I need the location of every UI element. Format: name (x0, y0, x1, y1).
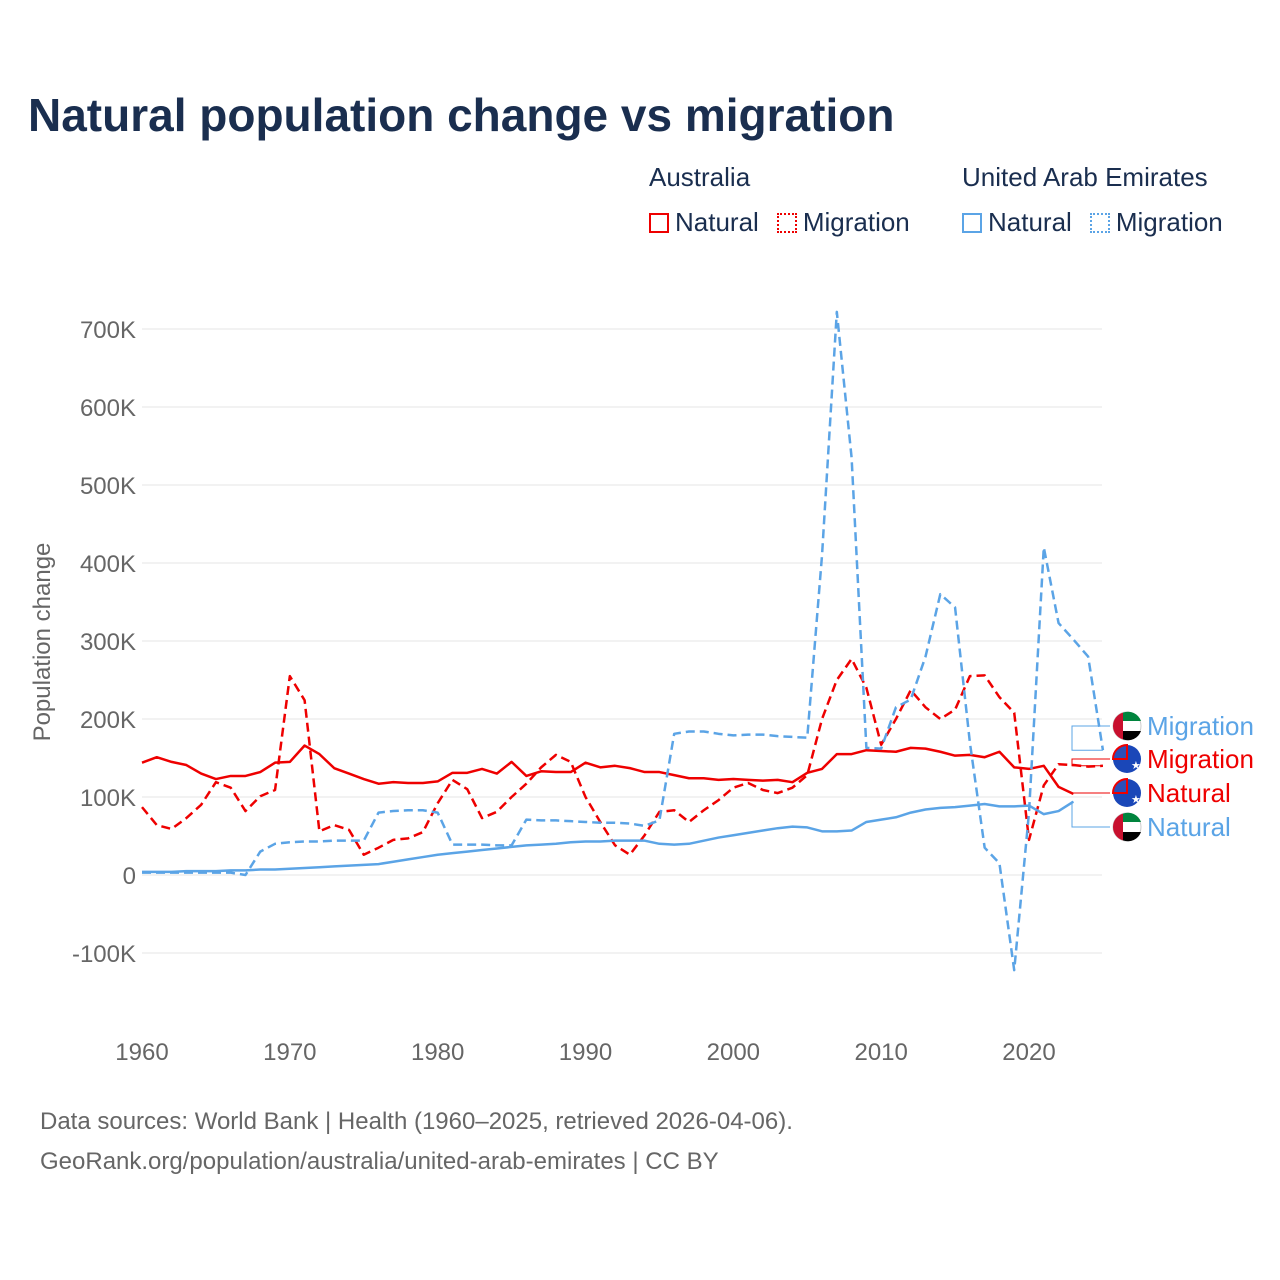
plot-area: -100K 0 100K 200K 300K 400K 500K 600K 700K 1960 19… (29, 310, 1254, 1066)
y-tick-label: 300K (80, 629, 136, 656)
x-tick-label: 2020 (1002, 1039, 1055, 1066)
y-tick-label: 400K (80, 551, 136, 578)
uae-flag-red-band (1113, 712, 1123, 740)
x-tick-label: 1980 (411, 1039, 464, 1066)
australia-flag-stars: ★ (1131, 760, 1141, 772)
legend-group-title: Australia (649, 162, 751, 192)
legend-uae-migration[interactable]: Migration (1089, 207, 1223, 238)
legend-swatch-solid (649, 212, 669, 233)
legend-swatch-solid (962, 212, 982, 233)
legend-label: Migration (802, 207, 910, 237)
uae-flag-red-band (1113, 813, 1123, 841)
series-line-united-arab-emirates-migration (142, 310, 1105, 972)
y-tick-label: 100K (80, 785, 136, 812)
label-connector (1071, 725, 1110, 751)
footer-sources: Data sources: World Bank | Health (1960–… (40, 1108, 793, 1135)
y-axis-label: Population change (29, 543, 56, 742)
label-connector (1071, 801, 1110, 828)
series-line-australia-natural (141, 744, 1074, 796)
series-line-united-arab-emirates-natural (142, 800, 1075, 874)
y-tick-label: 0 (123, 863, 136, 890)
label-connector (1071, 792, 1110, 795)
legend-group-title: United Arab Emirates (962, 162, 1208, 192)
legend-swatch-dotted (1089, 212, 1110, 233)
legend-label: Natural (675, 207, 759, 237)
australia-flag-union-jack (1111, 743, 1128, 760)
uae-flag-black-band (1123, 832, 1141, 842)
y-tick-label: -100K (72, 941, 136, 968)
australia-flag-stars: ★ (1131, 794, 1141, 806)
series-line-australia-migration (141, 657, 1103, 856)
legend-australia-migration[interactable]: Migration (776, 207, 910, 238)
y-tick-label: 600K (80, 395, 136, 422)
legend-label: Migration (1115, 207, 1223, 237)
y-tick-label: 200K (80, 707, 136, 734)
legend-australia-natural[interactable]: Natural (649, 207, 759, 238)
australia-flag-union-jack (1111, 777, 1128, 794)
legend-uae-natural[interactable]: Natural (962, 207, 1072, 238)
y-tick-label: 700K (80, 317, 136, 344)
footer-link[interactable]: GeoRank.org/population/australia/united-… (40, 1148, 719, 1175)
x-tick-label: 1960 (115, 1039, 168, 1066)
end-label-united-arab-emirates-natural: Natural (1147, 812, 1231, 842)
label-connector (1071, 758, 1110, 767)
x-tick-label: 2010 (854, 1039, 907, 1066)
end-label-australia-migration: Migration (1147, 744, 1254, 774)
x-tick-label: 2000 (707, 1039, 760, 1066)
uae-flag-green-band (1123, 711, 1141, 721)
legend-group-uae: United Arab Emirates Natural Migration (962, 162, 1223, 238)
chart-title: Natural population change vs migration (28, 89, 895, 141)
end-label-australia-natural: Natural (1147, 778, 1231, 808)
uae-flag-black-band (1123, 731, 1141, 741)
uae-flag-green-band (1123, 812, 1141, 822)
y-tick-label: 500K (80, 473, 136, 500)
legend-swatch-dotted (776, 212, 797, 233)
legend-label: Natural (988, 207, 1072, 237)
legend-group-australia: Australia Natural Migration (649, 162, 910, 238)
x-tick-label: 1990 (559, 1039, 612, 1066)
end-label-united-arab-emirates-migration: Migration (1147, 711, 1254, 741)
x-tick-label: 1970 (263, 1039, 316, 1066)
